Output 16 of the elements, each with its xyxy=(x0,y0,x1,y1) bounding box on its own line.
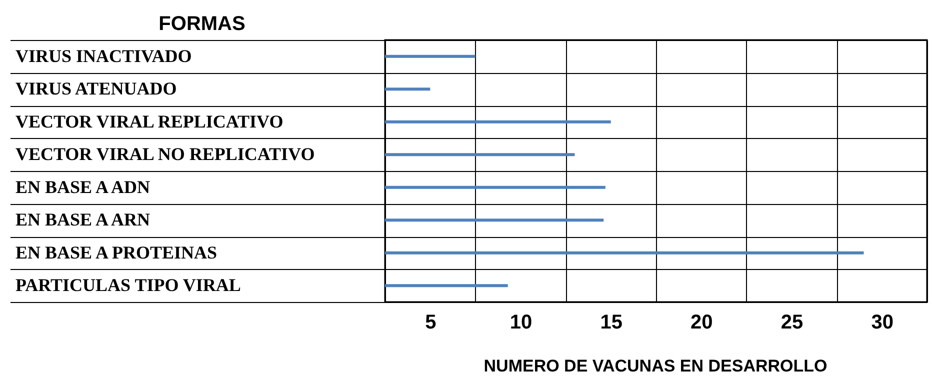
x-tick-label: 25 xyxy=(780,312,804,334)
y-tick-label: VIRUS INACTIVADO xyxy=(16,46,192,66)
x-tick-label: 20 xyxy=(690,312,713,334)
y-tick-label: VECTOR VIRAL REPLICATIVO xyxy=(16,111,284,132)
x-tick-label: 30 xyxy=(871,312,894,334)
y-tick-label: EN BASE A ADN xyxy=(16,176,150,197)
x-tick-label: 10 xyxy=(510,312,532,334)
x-tick-label: 5 xyxy=(425,312,436,334)
y-tick-label: VIRUS ATENUADO xyxy=(16,78,177,99)
x-axis-title: NUMERO DE VACUNAS EN DESARROLLO xyxy=(484,356,828,376)
x-tick-label: 15 xyxy=(600,312,622,334)
y-tick-label: EN BASE A PROTEINAS xyxy=(16,242,218,262)
y-tick-label: EN BASE A ARN xyxy=(16,210,150,230)
y-tick-label: VECTOR VIRAL NO REPLICATIVO xyxy=(16,144,315,164)
text: FORMAS xyxy=(158,13,246,35)
y-tick-label: PARTICULAS TIPO VIRAL xyxy=(16,275,241,296)
